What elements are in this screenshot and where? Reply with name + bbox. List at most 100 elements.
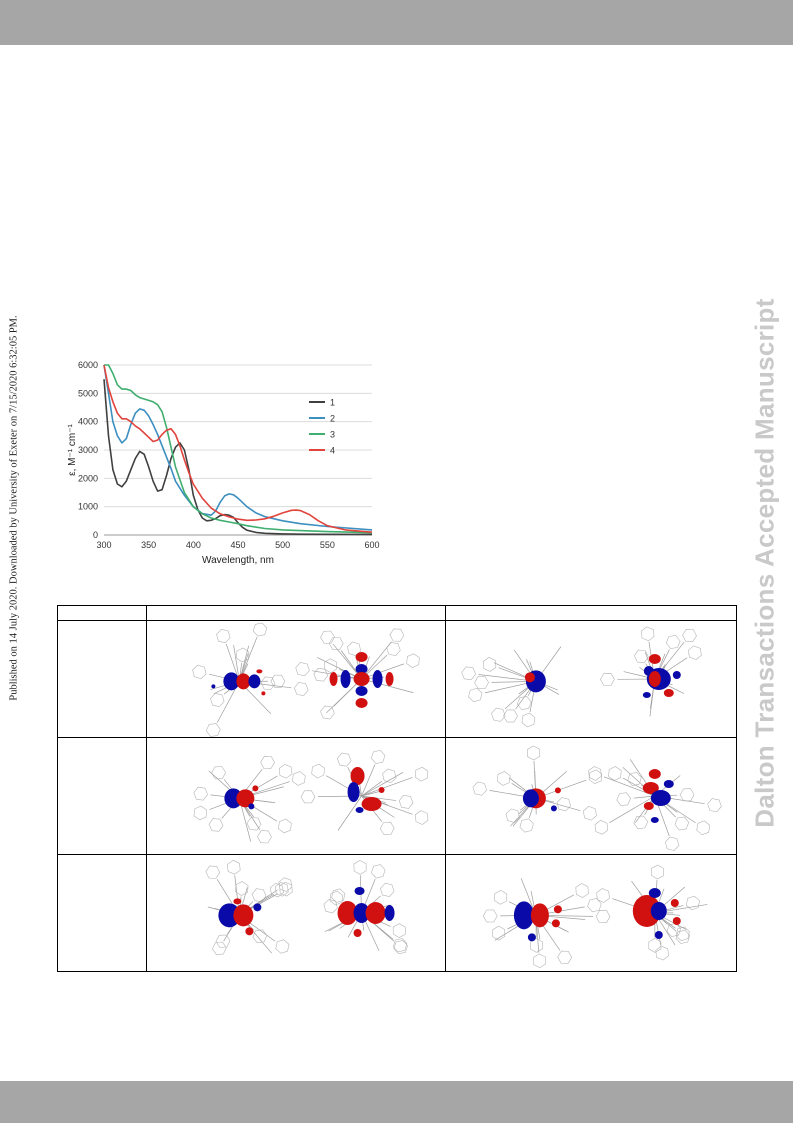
aromatic-ring — [392, 923, 406, 938]
orbital-lobe-positive — [527, 933, 536, 942]
aromatic-ring — [521, 712, 536, 728]
molecule-rendering — [600, 626, 702, 717]
orbital-lobe-negative — [350, 767, 365, 785]
orbital-lobe-negative — [236, 789, 255, 808]
aromatic-ring — [633, 815, 649, 830]
aromatic-ring — [491, 707, 506, 722]
legend-label: 1 — [330, 398, 335, 408]
orbital-lobe-positive — [654, 931, 663, 939]
accepted-manuscript-watermark: Dalton Transactions Accepted Manuscript — [749, 298, 780, 828]
bond-line — [361, 795, 397, 801]
table-row — [57, 854, 737, 972]
aromatic-ring — [393, 940, 408, 955]
orbital-lobe-positive — [347, 782, 360, 802]
aromatic-ring — [269, 882, 284, 898]
aromatic-ring — [380, 882, 395, 897]
legend-label: 3 — [330, 430, 335, 440]
aromatic-ring — [257, 830, 272, 844]
orbital-lobe-positive — [253, 903, 262, 912]
aromatic-ring — [211, 766, 226, 780]
aromatic-ring — [582, 806, 597, 821]
aromatic-ring — [648, 938, 662, 953]
orbital-lobe-positive — [340, 670, 351, 688]
aromatic-ring — [215, 934, 231, 948]
orbital-plot — [461, 626, 702, 728]
y-tick-label: 4000 — [78, 417, 98, 427]
orbital-lobe-positive — [218, 903, 241, 928]
aromatic-ring — [379, 821, 395, 835]
row-label-cell — [57, 620, 147, 738]
orbital-lobe-negative — [524, 672, 535, 683]
aromatic-ring — [210, 692, 225, 708]
aromatic-ring — [414, 810, 429, 825]
aromatic-ring — [588, 766, 602, 781]
aromatic-ring — [682, 628, 697, 643]
bond-line — [609, 795, 655, 823]
aromatic-ring — [627, 771, 642, 787]
aromatic-ring — [675, 929, 691, 944]
orbital-lobe-positive — [211, 684, 216, 689]
aromatic-ring — [666, 922, 682, 937]
aromatic-ring — [251, 888, 267, 902]
aromatic-ring — [503, 709, 518, 723]
aromatic-ring — [295, 662, 310, 677]
aromatic-ring — [353, 860, 367, 875]
aromatic-ring — [193, 786, 208, 801]
orbital-lobe-positive — [650, 902, 667, 920]
row-label-cell — [57, 854, 147, 972]
molecule-rendering — [193, 755, 306, 844]
orbital-lobe-positive — [355, 686, 368, 696]
aromatic-ring — [687, 645, 702, 660]
aromatic-ring — [235, 647, 250, 663]
aromatic-ring — [252, 929, 268, 944]
aromatic-ring — [382, 768, 397, 784]
bond-line — [312, 670, 362, 680]
orbital-lobe-negative — [353, 929, 362, 937]
aromatic-ring — [640, 626, 655, 642]
aromatic-ring — [370, 750, 386, 764]
aromatic-ring — [608, 766, 622, 781]
aromatic-ring — [260, 676, 276, 690]
aromatic-ring — [575, 883, 589, 898]
aromatic-ring — [313, 667, 329, 682]
orbital-plot — [192, 622, 420, 737]
orbital-lobe-negative — [329, 672, 338, 686]
aromatic-ring — [461, 666, 476, 681]
bond-line — [225, 643, 240, 682]
aromatic-ring — [205, 723, 221, 737]
aromatic-ring — [208, 818, 224, 832]
orbital-plot — [193, 750, 429, 844]
aromatic-ring — [331, 888, 346, 903]
aromatic-ring — [371, 864, 386, 879]
orbital-lobe-positive — [354, 887, 365, 895]
orbital-lobe-negative — [353, 672, 370, 686]
table-header-cell — [146, 605, 446, 621]
molecule-rendering — [323, 860, 408, 955]
orbital-plot — [482, 864, 708, 969]
aromatic-ring — [482, 909, 498, 923]
molecule-rendering — [472, 745, 603, 833]
aromatic-ring — [474, 676, 489, 690]
aromatic-ring — [650, 864, 665, 880]
orbital-lobe-positive — [353, 903, 370, 923]
aromatic-ring — [696, 820, 711, 836]
bond-line — [361, 678, 414, 694]
orbital-lobe-negative — [236, 673, 251, 690]
orbital-image-cell — [445, 737, 737, 855]
aromatic-ring — [270, 674, 286, 688]
aromatic-ring — [392, 938, 408, 953]
aromatic-ring — [482, 657, 497, 672]
y-tick-label: 2000 — [78, 473, 98, 483]
series-line-2 — [103, 364, 373, 531]
aromatic-ring — [530, 938, 543, 953]
orbital-lobe-negative — [632, 895, 661, 927]
aromatic-ring — [386, 642, 401, 656]
orbital-lobe-negative — [245, 927, 254, 936]
aromatic-ring — [293, 682, 309, 696]
aromatic-ring — [496, 771, 511, 786]
orbital-lobe-negative — [670, 899, 679, 907]
orbital-lobe-positive — [650, 790, 671, 806]
aromatic-ring — [492, 925, 506, 941]
x-tick-label: 600 — [364, 540, 379, 550]
orbital-lobe-negative — [554, 787, 561, 794]
